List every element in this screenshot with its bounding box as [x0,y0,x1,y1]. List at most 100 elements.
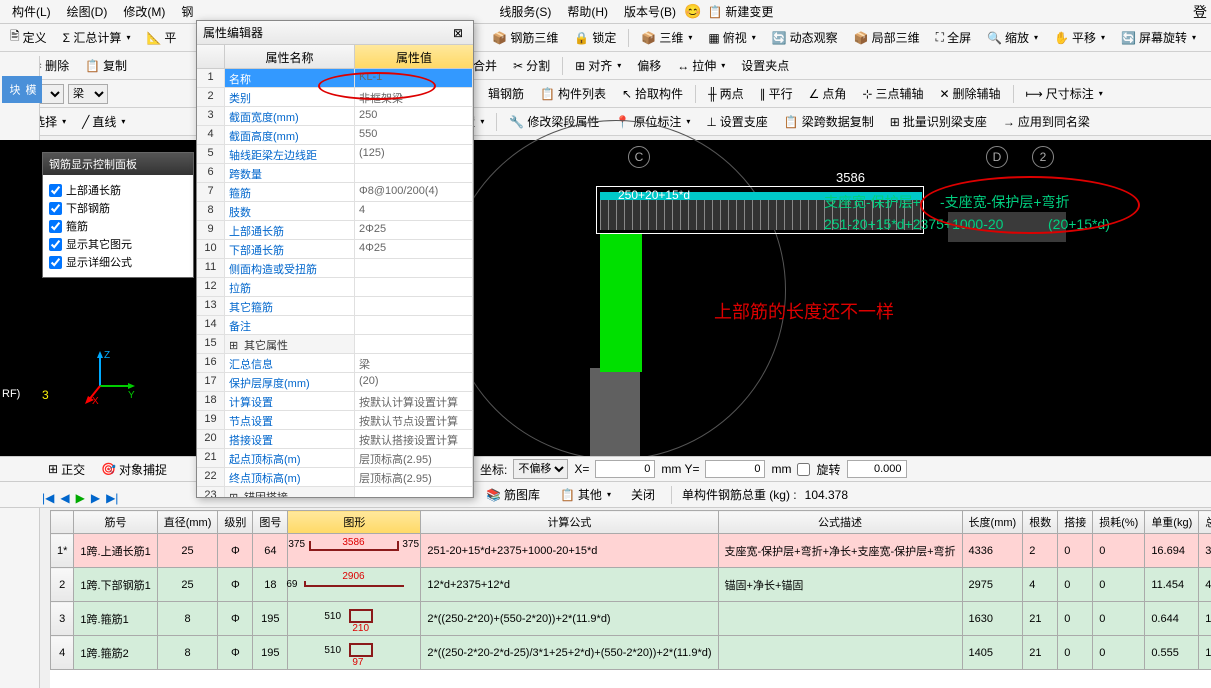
col-grade[interactable]: 级别 [218,511,253,534]
display-checkbox-row[interactable]: 箍筋 [49,217,187,235]
property-row[interactable]: 20搭接设置按默认搭接设置计算 [197,430,473,449]
property-row[interactable]: 18计算设置按默认计算设置计算 [197,392,473,411]
other-button[interactable]: 📋 其他▾ [554,484,617,505]
display-checkbox[interactable] [49,202,62,215]
view-3d-button[interactable]: 📦 三维▾ [635,27,698,48]
property-row[interactable]: 3截面宽度(mm)250 [197,107,473,126]
offset-select[interactable]: 不偏移 [513,459,568,479]
property-row[interactable]: 23⊞ 锚固搭接 [197,487,473,497]
menu-steel[interactable]: 钢 [173,1,201,22]
dynamic-button[interactable]: 🔄 动态观察 [766,27,844,48]
menu-line-service[interactable]: 线服务(S) [491,1,559,22]
col-shape[interactable]: 图形 [288,511,421,534]
property-header-name[interactable]: 属性名称 [225,45,355,68]
property-row[interactable]: 15⊞ 其它属性 [197,335,473,354]
property-row[interactable]: 10下部通长筋4Φ25 [197,240,473,259]
lock-button[interactable]: 🔒 锁定 [568,27,622,48]
batch-support-button[interactable]: ⊞ 批量识别梁支座 [884,111,993,132]
col-count[interactable]: 根数 [1023,511,1058,534]
property-editor-titlebar[interactable]: 属性编辑器 ⊠ [197,21,473,45]
last-button[interactable]: ▶| [106,491,118,505]
display-checkbox-row[interactable]: 显示其它图元 [49,235,187,253]
table-row[interactable]: 31跨.箍筋18Φ1955102102*((250-2*20)+(550-2*2… [51,602,1211,636]
play-button[interactable]: ▶ [76,491,85,505]
align-button[interactable]: ⊞ 对齐▾ [569,55,627,76]
menu-draw[interactable]: 绘图(D) [59,1,116,22]
rebar-3d-button[interactable]: 📦 钢筋三维 [486,27,564,48]
property-row[interactable]: 2类别非框架梁 [197,88,473,107]
rebar-lib-button[interactable]: 📚 筋图库 [480,484,546,505]
parallel-button[interactable]: ∥ 平行 [754,83,799,104]
beam-select[interactable]: 梁 [68,84,108,104]
set-pinch-button[interactable]: 设置夹点 [735,55,795,76]
flat-button[interactable]: 📐 平 [140,27,182,48]
member-list-button[interactable]: 📋 构件列表 [534,83,612,104]
col-lap[interactable]: 搭接 [1058,511,1093,534]
offset-button[interactable]: 偏移 [631,55,667,76]
property-row[interactable]: 16汇总信息梁 [197,354,473,373]
fullscreen-button[interactable]: ⛶ 全屏 [930,27,977,48]
display-checkbox[interactable] [49,238,62,251]
y-input[interactable] [705,460,765,478]
two-point-button[interactable]: ╫ 两点 [702,83,750,104]
property-row[interactable]: 19节点设置按默认节点设置计算 [197,411,473,430]
menu-help[interactable]: 帮助(H) [559,1,616,22]
snap-button[interactable]: 🎯 对象捕捉 [95,459,173,480]
col-length[interactable]: 长度(mm) [962,511,1023,534]
stretch-button[interactable]: ↔ 拉伸▾ [671,55,731,76]
rotate-input[interactable] [847,460,907,478]
first-button[interactable]: |◀ [42,491,54,505]
ortho-button[interactable]: ⊞ 正交 [42,459,91,480]
prev-button[interactable]: ◀ [60,491,69,505]
rotate-checkbox[interactable] [797,463,810,476]
col-total-weight[interactable]: 总重(kg) [1199,511,1211,534]
property-row[interactable]: 9上部通长筋2Φ25 [197,221,473,240]
beam-copy-button[interactable]: 📋 梁跨数据复制 [778,111,880,132]
table-row[interactable]: 1*1跨.上通长筋125Φ643753586375251-20+15*d+237… [51,534,1211,568]
apply-same-button[interactable]: → 应用到同名梁 [997,111,1096,132]
property-row[interactable]: 13其它箍筋 [197,297,473,316]
col-shape-id[interactable]: 图号 [253,511,288,534]
screen-rotate-button[interactable]: 🔄 屏幕旋转▾ [1115,27,1202,48]
table-row[interactable]: 41跨.箍筋28Φ195510972*((250-2*20-2*d-25)/3*… [51,636,1211,670]
close-button[interactable]: 关闭 [625,484,661,505]
property-row[interactable]: 1名称KL-1 [197,69,473,88]
property-row[interactable]: 4截面高度(mm)550 [197,126,473,145]
local-3d-button[interactable]: 📦 局部三维 [848,27,926,48]
zoom-button[interactable]: 🔍 缩放▾ [981,27,1044,48]
property-close-button[interactable]: ⊠ [449,26,467,40]
line-button[interactable]: ╱ 直线▾ [76,111,131,132]
property-row[interactable]: 21起点顶标高(m)层顶标高(2.95) [197,449,473,468]
col-formula[interactable]: 计算公式 [421,511,718,534]
pan-button[interactable]: ✋ 平移▾ [1048,27,1111,48]
property-row[interactable]: 6跨数量 [197,164,473,183]
top-view-button[interactable]: ▦ 俯视▾ [702,27,761,48]
dimension-button[interactable]: ⟼ 尺寸标注▾ [1020,83,1109,104]
property-row[interactable]: 11侧面构造或受扭筋 [197,259,473,278]
display-checkbox-row[interactable]: 下部钢筋 [49,199,187,217]
menu-member[interactable]: 构件(L) [4,1,59,22]
property-row[interactable]: 14备注 [197,316,473,335]
display-checkbox-row[interactable]: 显示详细公式 [49,253,187,271]
property-row[interactable]: 12拉筋 [197,278,473,297]
next-button[interactable]: ▶ [91,491,100,505]
col-idx[interactable] [51,511,74,534]
property-row[interactable]: 5轴线距梁左边线距(125) [197,145,473,164]
display-checkbox[interactable] [49,256,62,269]
copy-button[interactable]: 📋 复制 [79,55,133,76]
display-checkbox[interactable] [49,220,62,233]
col-loss[interactable]: 损耗(%) [1093,511,1145,534]
property-header-value[interactable]: 属性值 [355,45,473,68]
split-button[interactable]: ✂ 分割 [507,55,556,76]
display-checkbox-row[interactable]: 上部通长筋 [49,181,187,199]
property-row[interactable]: 17保护层厚度(mm)(20) [197,373,473,392]
table-row[interactable]: 21跨.下部钢筋125Φ1869290612*d+2375+12*d锚固+净长+… [51,568,1211,602]
set-support-button[interactable]: ⊥ 设置支座 [700,111,773,132]
define-button[interactable]: 🖹 定义 [4,25,53,50]
menu-modify[interactable]: 修改(M) [115,1,173,22]
property-row[interactable]: 8肢数4 [197,202,473,221]
vtab-module[interactable]: 模块 [2,76,42,103]
login-icon[interactable]: 登 [1193,2,1207,22]
new-change-button[interactable]: 📋 新建变更 [701,1,779,22]
col-desc[interactable]: 公式描述 [718,511,962,534]
